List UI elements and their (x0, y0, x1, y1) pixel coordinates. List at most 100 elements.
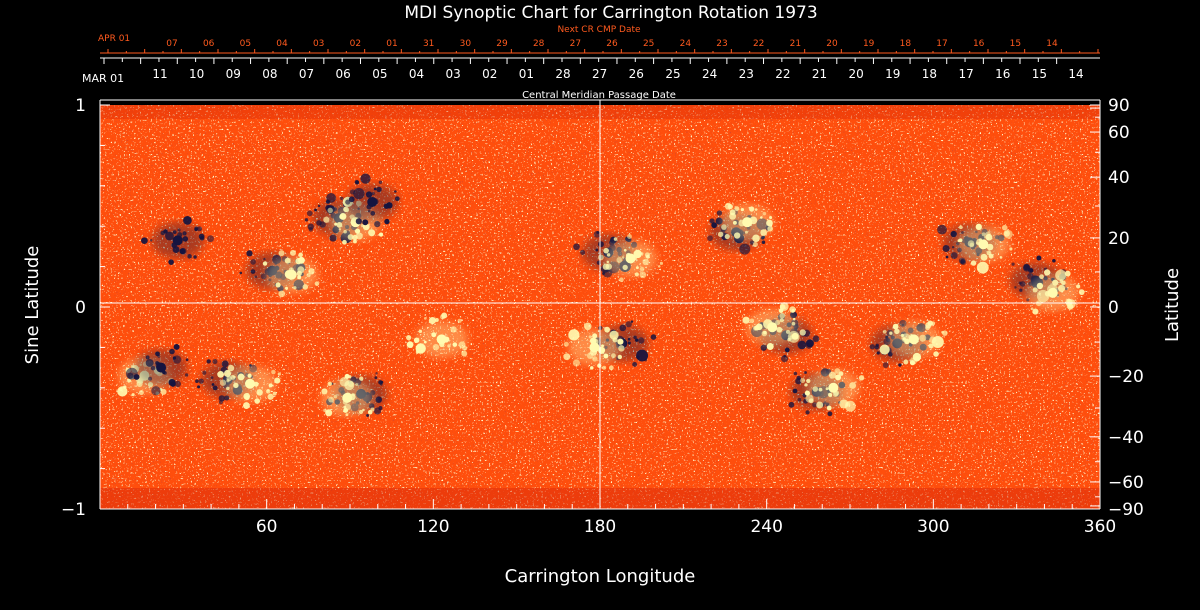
region-speck (179, 248, 186, 255)
region-speck (375, 372, 378, 375)
next-date-label: 23 (716, 39, 727, 49)
region-speck (378, 180, 383, 185)
region-speck (988, 253, 994, 259)
region-speck (219, 379, 227, 386)
region-speck (298, 252, 303, 258)
region-speck (1036, 255, 1042, 261)
region-core (742, 217, 753, 228)
region-speck (611, 353, 616, 359)
region-speck (1019, 281, 1026, 287)
region-speck (999, 256, 1003, 259)
region-speck (174, 380, 181, 388)
region-speck (636, 355, 640, 359)
region-speck (721, 224, 727, 230)
region-speck (127, 372, 134, 379)
region-speck (360, 173, 371, 184)
region-speck (892, 323, 899, 330)
region-speck (937, 224, 947, 235)
region-speck (150, 365, 156, 371)
region-speck (165, 231, 174, 241)
active-region-positive (717, 202, 774, 248)
region-speck (284, 286, 289, 290)
region-speck (838, 371, 844, 376)
region-speck (583, 322, 592, 331)
region-speck (969, 242, 975, 248)
cmp-date-label: 08 (262, 67, 277, 81)
region-speck (353, 239, 357, 244)
cmp-axis-label: Central Meridian Passage Date (522, 90, 676, 101)
region-speck (304, 218, 309, 222)
region-speck (619, 324, 627, 332)
region-speck (148, 376, 153, 381)
region-speck (791, 332, 799, 340)
y-right-tick-label: 0 (1108, 298, 1119, 318)
region-speck (160, 388, 167, 395)
region-speck (593, 231, 601, 238)
region-speck (632, 361, 638, 367)
region-speck (828, 371, 837, 379)
x-tick-label: 360 (1084, 517, 1116, 537)
region-speck (306, 273, 311, 278)
region-speck (268, 383, 273, 388)
region-core (978, 239, 989, 250)
region-speck (321, 388, 328, 395)
region-speck (950, 230, 957, 238)
region-speck (1064, 270, 1071, 277)
region-speck (732, 220, 737, 225)
region-speck (345, 199, 351, 205)
x-tick-label: 180 (584, 517, 616, 537)
region-speck (769, 216, 773, 220)
region-core (767, 322, 778, 333)
region-speck (169, 348, 175, 355)
y-right-tick-label: 90 (1108, 96, 1130, 116)
next-date-label: 22 (753, 39, 764, 49)
region-speck (749, 318, 755, 324)
region-speck (247, 373, 252, 378)
region-speck (716, 210, 723, 216)
region-speck (752, 234, 760, 243)
region-speck (202, 370, 207, 375)
region-speck (378, 380, 383, 385)
region-speck (1030, 307, 1034, 311)
region-speck (985, 233, 993, 241)
region-speck (592, 356, 598, 362)
region-speck (362, 219, 369, 226)
region-speck (805, 410, 810, 415)
region-speck (909, 357, 917, 365)
region-speck (394, 190, 397, 193)
region-speck (172, 356, 177, 360)
cmp-date-label: 21 (812, 67, 827, 81)
region-speck (376, 186, 382, 193)
region-speck (752, 241, 758, 248)
region-core (908, 334, 919, 345)
region-speck (804, 390, 811, 396)
cmp-start-label: MAR 01 (82, 72, 124, 85)
active-region-positive (800, 368, 865, 412)
active-region-negative (141, 216, 214, 265)
region-speck (226, 386, 230, 391)
region-speck (383, 203, 390, 209)
region-speck (885, 335, 889, 339)
cmp-date-label: 10 (189, 67, 204, 81)
region-speck (622, 264, 628, 271)
region-speck (375, 396, 383, 403)
region-speck (812, 386, 819, 392)
x-tick-label: 60 (256, 517, 278, 537)
region-speck (378, 406, 383, 411)
region-speck (876, 351, 880, 355)
region-speck (925, 322, 932, 329)
region-speck (729, 209, 736, 216)
region-speck (804, 383, 808, 387)
region-speck (796, 375, 801, 381)
cmp-date-label: 11 (152, 67, 167, 81)
region-speck (849, 382, 857, 389)
next-date-label: 24 (680, 39, 692, 49)
region-speck (371, 191, 375, 196)
region-speck (1003, 230, 1010, 237)
next-date-label: 06 (203, 39, 215, 49)
active-region-positive (742, 302, 806, 350)
region-speck (572, 359, 580, 367)
region-speck (130, 364, 135, 369)
region-speck (775, 319, 781, 326)
